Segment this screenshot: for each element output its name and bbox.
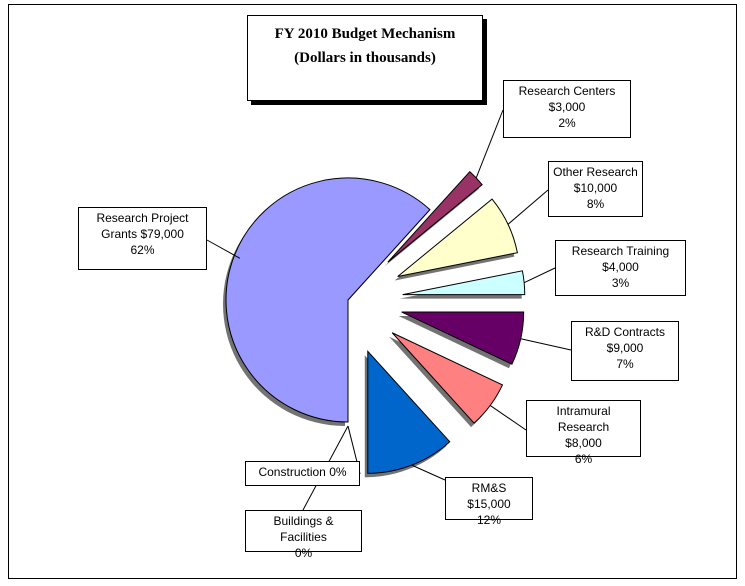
leader-line	[206, 239, 241, 259]
label-name: Research Training	[571, 244, 670, 258]
label-name: Other Research	[553, 165, 638, 179]
leader-line	[507, 189, 549, 225]
slice	[225, 177, 431, 423]
data-label: Other Research $10,000 8%	[548, 161, 643, 217]
label-name: RM&S	[471, 481, 507, 495]
label-value: $79,000	[140, 227, 184, 241]
data-label: Research Project Grants $79,000 62%	[78, 207, 207, 270]
label-percent: 0%	[329, 465, 347, 479]
label-value: $4,000	[602, 260, 639, 274]
slice	[397, 198, 518, 277]
chart-subtitle: (Dollars in thousands)	[294, 50, 436, 66]
label-percent: 7%	[616, 357, 634, 371]
title-box: FY 2010 Budget Mechanism (Dollars in thou…	[247, 15, 483, 101]
label-value: $15,000	[467, 497, 511, 511]
label-name: Research Centers	[518, 84, 616, 98]
label-percent: 3%	[611, 276, 630, 290]
leader-line	[520, 338, 572, 351]
label-name: Construction	[258, 465, 326, 479]
leader-line	[523, 267, 556, 284]
data-label: R&D Contracts $9,000 7%	[571, 321, 679, 381]
label-value: $3,000	[548, 100, 586, 114]
label-percent: 8%	[586, 197, 605, 211]
label-name: R&D Contracts	[584, 325, 666, 339]
data-label: Intramural Research $8,000 6%	[526, 400, 641, 466]
label-percent: 0%	[294, 546, 313, 560]
leader-line	[489, 405, 527, 431]
data-label: RM&S $15,000 12%	[445, 477, 533, 527]
slice	[391, 332, 504, 424]
chart-frame	[8, 4, 737, 579]
label-percent: 6%	[574, 452, 593, 466]
slice	[401, 311, 525, 365]
data-label: Research Centers $3,000 2%	[503, 80, 631, 138]
label-name: Research Project Grants	[96, 211, 189, 241]
data-label: Construction 0%	[245, 461, 360, 486]
data-label: Research Training $4,000 3%	[555, 240, 686, 296]
label-value: $9,000	[606, 341, 644, 355]
chart-title: FY 2010 Budget Mechanism	[274, 26, 456, 42]
label-percent: 2%	[558, 116, 576, 130]
leader-line	[411, 464, 446, 481]
slice	[367, 350, 451, 474]
leader-line	[475, 109, 504, 179]
slice	[402, 270, 526, 296]
data-label: Buildings & Facilities 0%	[245, 510, 362, 560]
label-name: Buildings & Facilities	[273, 514, 334, 544]
label-value: $10,000	[573, 181, 618, 195]
label-percent: 62%	[130, 243, 155, 257]
label-name: Intramural Research	[556, 404, 611, 434]
label-value: $8,000	[565, 436, 602, 450]
label-percent: 12%	[476, 513, 502, 527]
